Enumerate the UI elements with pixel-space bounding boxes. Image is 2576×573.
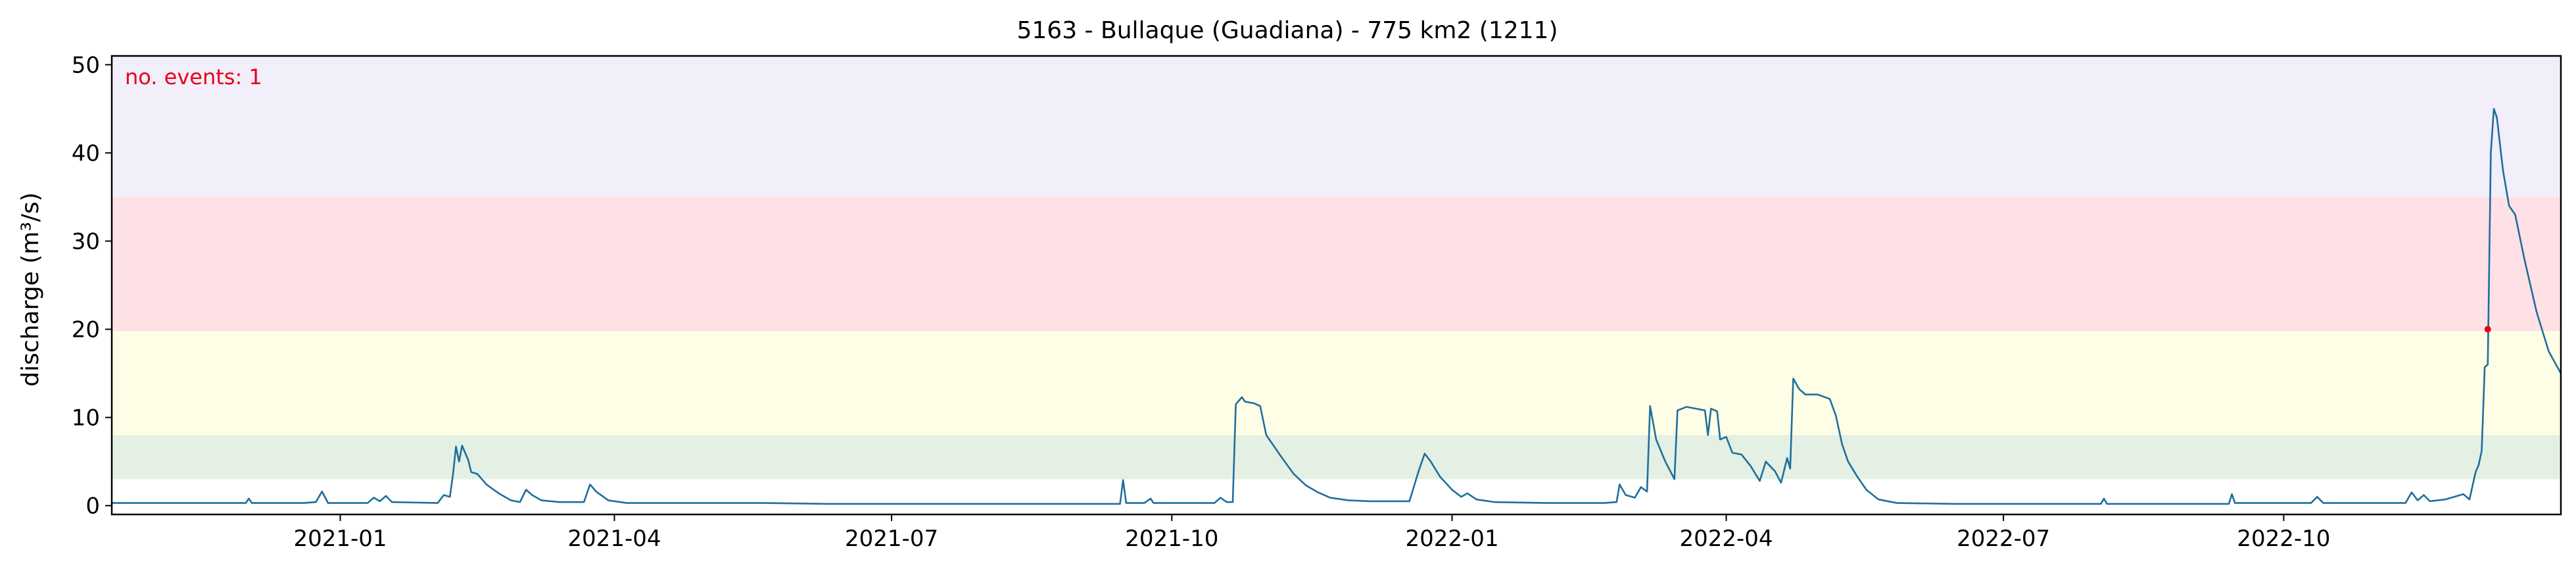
threshold-band-2 (112, 197, 2561, 332)
events-annotation: no. events: 1 (125, 64, 262, 89)
x-tick-label-0: 2021-01 (293, 526, 387, 552)
x-axis-ticks: 2021-01 2021-04 2021-07 2021-10 2022-01 2022-… (293, 514, 2330, 552)
y-tick-label-1: 10 (72, 405, 100, 432)
y-tick-label-2: 20 (72, 317, 100, 343)
y-tick-label-3: 30 (72, 228, 100, 255)
threshold-band-3 (112, 56, 2561, 197)
event-points-layer (2484, 326, 2491, 333)
y-tick-label-5: 50 (72, 52, 100, 78)
x-tick-label-7: 2022-10 (2237, 526, 2330, 552)
x-tick-label-4: 2022-01 (1406, 526, 1499, 552)
x-tick-label-2: 2021-07 (845, 526, 938, 552)
x-tick-label-5: 2022-04 (1680, 526, 1773, 552)
x-tick-label-1: 2021-04 (567, 526, 661, 552)
series-line-layer (112, 108, 2562, 505)
series-line-0 (112, 108, 2562, 505)
y-axis-label: discharge (m³/s) (17, 192, 44, 386)
chart-title: 5163 - Bullaque (Guadiana) - 775 km2 (12… (1017, 17, 1558, 44)
threshold-bands (112, 56, 2561, 480)
y-axis-ticks: 0 10 20 30 40 50 (72, 52, 112, 520)
event-point-0 (2484, 326, 2491, 333)
axes-frame (110, 55, 2562, 516)
threshold-band-1 (112, 331, 2561, 436)
y-tick-label-4: 40 (72, 140, 100, 166)
x-tick-label-6: 2022-07 (1957, 526, 2050, 552)
y-tick-label-0: 0 (85, 493, 100, 520)
x-tick-label-3: 2021-10 (1125, 526, 1218, 552)
threshold-band-0 (112, 435, 2561, 480)
